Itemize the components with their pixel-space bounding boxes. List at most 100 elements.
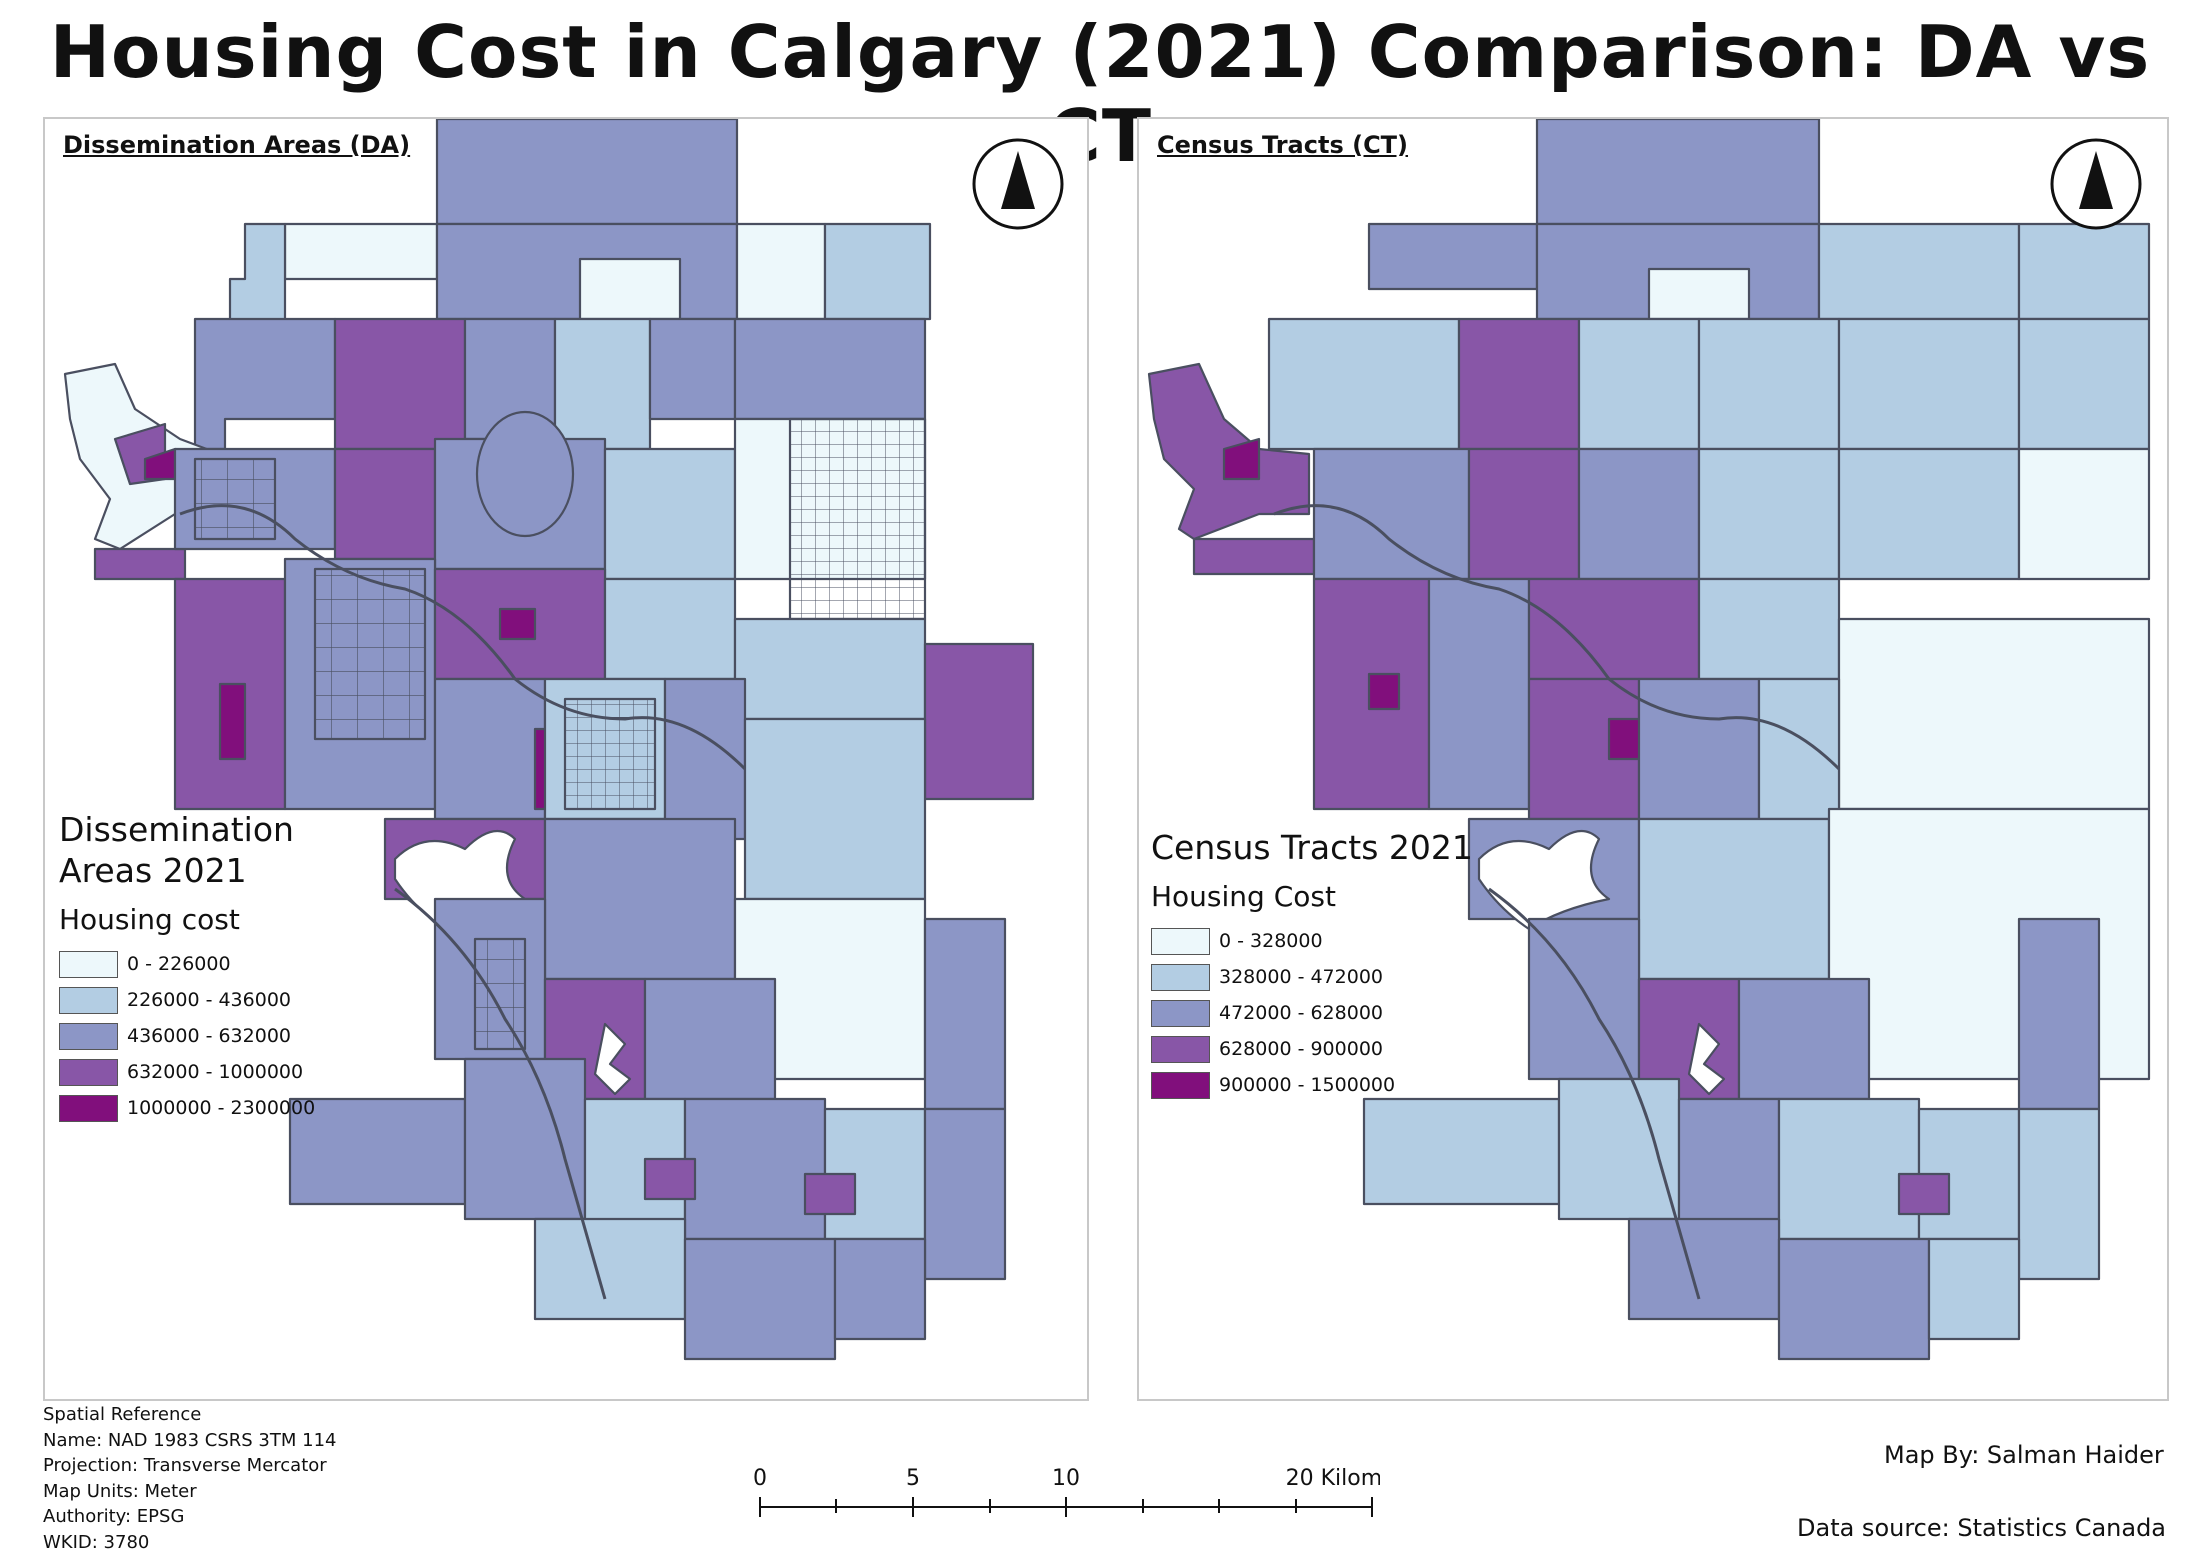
ct-region: [1312, 447, 1471, 581]
spatial-reference-heading: Spatial Reference: [43, 1404, 202, 1425]
scale-bar: 0 5 10 20 Kilometers: [753, 1466, 1380, 1517]
ct-region: [1367, 672, 1401, 711]
legend-swatch: [1151, 927, 1210, 955]
ct-region: [1777, 1097, 1921, 1241]
legend-swatch: [59, 986, 118, 1014]
reservoir-icon: [1687, 1022, 1726, 1096]
scale-label-20: 20 Kilometers: [1286, 1466, 1380, 1491]
ct-region: [1557, 1077, 1681, 1221]
da-region: [288, 1097, 467, 1206]
ct-region: [1737, 977, 1871, 1101]
ct-region: [1817, 222, 2021, 321]
ct-region: [1457, 317, 1581, 451]
ct-region: [1697, 317, 1841, 451]
ct-region: [1367, 222, 1539, 291]
ct-region: [1527, 577, 1701, 681]
spatial-reference-name: Name: NAD 1983 CSRS 3TM 114: [43, 1429, 337, 1451]
da-region: [733, 617, 927, 721]
legend-label: 436000 - 632000: [127, 1025, 291, 1047]
data-source: Data source: Statistics Canada: [1797, 1514, 2167, 1542]
legend-item: 0 - 226000: [59, 946, 315, 982]
legend-label: 328000 - 472000: [1219, 966, 1383, 988]
da-region: [333, 447, 437, 561]
da-region: [823, 222, 932, 321]
north-arrow-icon: [2050, 138, 2142, 230]
reservoir-icon: [593, 1022, 632, 1096]
ct-region: [2017, 317, 2151, 451]
ct-region: [1267, 317, 1461, 451]
da-legend-title-line1: Dissemination: [59, 810, 294, 849]
bow-river-icon: [1273, 504, 1841, 771]
legend-swatch: [59, 1094, 118, 1122]
ct-region: [1577, 447, 1701, 581]
spatial-reference-authority: Authority: EPSG: [43, 1506, 185, 1527]
da-region: [923, 642, 1035, 801]
legend-swatch: [59, 1058, 118, 1086]
da-region: [533, 1217, 687, 1321]
ct-region: [1577, 317, 1701, 451]
da-region: [648, 317, 737, 421]
da-region: [603, 577, 737, 681]
legend-item: 628000 - 900000: [1151, 1031, 1473, 1067]
ct-region: [1637, 817, 1831, 981]
da-region: [333, 317, 467, 451]
da-region: [193, 317, 337, 451]
da-region: [923, 917, 1007, 1111]
legend-label: 1000000 - 2300000: [127, 1097, 316, 1119]
legend-item: 1000000 - 2300000: [59, 1090, 315, 1126]
da-region: [683, 1097, 827, 1241]
ct-region: [1837, 447, 2021, 581]
da-map-panel: Dissemination Areas (DA) Dissemination A…: [43, 117, 1089, 1401]
da-region: [803, 1172, 857, 1216]
da-region: [733, 317, 927, 421]
da-legend: Dissemination Areas 2021 Housing cost 0 …: [59, 809, 315, 1126]
da-region: [473, 937, 527, 1051]
da-region: [735, 222, 827, 321]
da-region: [193, 457, 277, 541]
elbow-river-icon: [394, 887, 607, 1300]
da-region: [578, 257, 682, 321]
north-arrow-icon: [972, 138, 1064, 230]
ct-region: [1535, 119, 1821, 226]
ct-region: [1427, 577, 1531, 811]
ct-region: [1467, 447, 1581, 581]
da-region: [683, 1237, 837, 1361]
legend-item: 436000 - 632000: [59, 1018, 315, 1054]
ct-map-panel: Census Tracts (CT) Census Tracts 2021 Ho…: [1137, 117, 2169, 1401]
spatial-reference-projection: Projection: Transverse Mercator: [43, 1455, 327, 1476]
ct-legend: Census Tracts 2021 Housing Cost 0 - 3280…: [1151, 827, 1473, 1103]
legend-label: 632000 - 1000000: [127, 1061, 304, 1083]
legend-swatch: [1151, 1035, 1210, 1063]
lake-icon: [475, 410, 575, 538]
da-region: [603, 447, 737, 581]
legend-label: 900000 - 1500000: [1219, 1074, 1396, 1096]
ct-legend-title: Census Tracts 2021: [1151, 828, 1473, 867]
da-region: [563, 697, 657, 811]
spatial-reference-wkid: WKID: 3780: [43, 1531, 150, 1553]
ct-region: [1192, 537, 1316, 576]
legend-swatch: [1151, 963, 1210, 991]
legend-item: 900000 - 1500000: [1151, 1067, 1473, 1103]
da-legend-subtitle: Housing cost: [59, 903, 240, 936]
bow-river-icon: [179, 504, 747, 771]
da-region: [553, 317, 652, 451]
elbow-river-icon: [1488, 887, 1701, 1300]
da-panel-heading: Dissemination Areas (DA): [63, 131, 411, 159]
ct-region: [1527, 917, 1641, 1081]
legend-swatch: [1151, 999, 1210, 1027]
scale-label-0: 0: [753, 1466, 767, 1491]
legend-item: 226000 - 436000: [59, 982, 315, 1018]
da-region: [433, 677, 547, 821]
da-region: [543, 817, 737, 981]
da-region: [313, 567, 427, 741]
scale-label-5: 5: [906, 1466, 920, 1491]
ct-region: [1697, 577, 1841, 681]
ct-region: [1837, 617, 2151, 811]
ct-region: [1897, 1172, 1951, 1216]
da-region: [283, 222, 439, 281]
reservoir-icon: [1477, 829, 1611, 931]
da-legend-title-line2: Areas 2021: [59, 851, 247, 890]
ct-region: [1777, 1237, 1931, 1361]
da-region: [463, 1057, 587, 1221]
ct-region: [1927, 1237, 2021, 1341]
